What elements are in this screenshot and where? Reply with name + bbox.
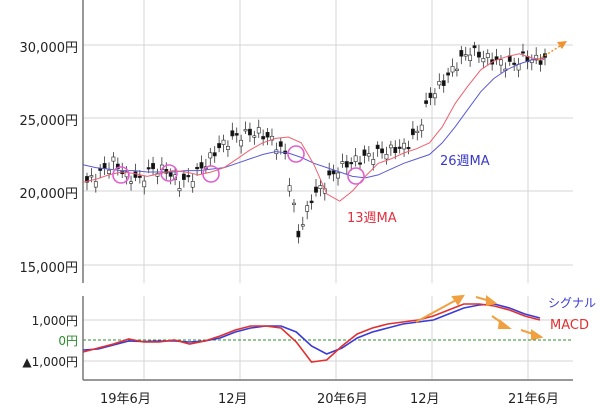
x-label-dec-20: 12月 (410, 392, 440, 407)
x-label-19-jun: 19年6月 (100, 392, 151, 407)
ma13-annotation: 13週MA (347, 211, 397, 226)
trend-arrows (415, 294, 544, 341)
macd-legend: MACD (550, 318, 589, 333)
forecast-arrow (537, 41, 567, 61)
y-label-15000: 15,000円 (19, 261, 79, 276)
x-label-20-jun: 20年6月 (317, 392, 368, 407)
y-label-20000: 20,000円 (19, 187, 79, 202)
signal-line (82, 303, 541, 355)
macd-panel-grid (83, 296, 573, 380)
y-label-30000: 30,000円 (19, 41, 79, 56)
ma26-line (82, 57, 546, 179)
macd-line (82, 303, 541, 363)
candlesticks (85, 41, 547, 244)
signal-legend: シグナル (548, 296, 597, 310)
macd-y-label-minus-1000: ▲1,000円 (22, 355, 78, 369)
macd-y-label-0: 0円 (58, 334, 78, 348)
macd-y-label-1000: 1,000円 (31, 314, 78, 328)
x-label-dec-19: 12月 (218, 392, 248, 407)
ma26-annotation: 26週MA (440, 154, 490, 169)
crossover-circles (112, 145, 365, 185)
ma13-line (82, 53, 546, 202)
x-label-21-jun: 21年6月 (508, 392, 559, 407)
y-label-25000: 25,000円 (19, 114, 79, 129)
main-panel-grid (83, 0, 573, 283)
